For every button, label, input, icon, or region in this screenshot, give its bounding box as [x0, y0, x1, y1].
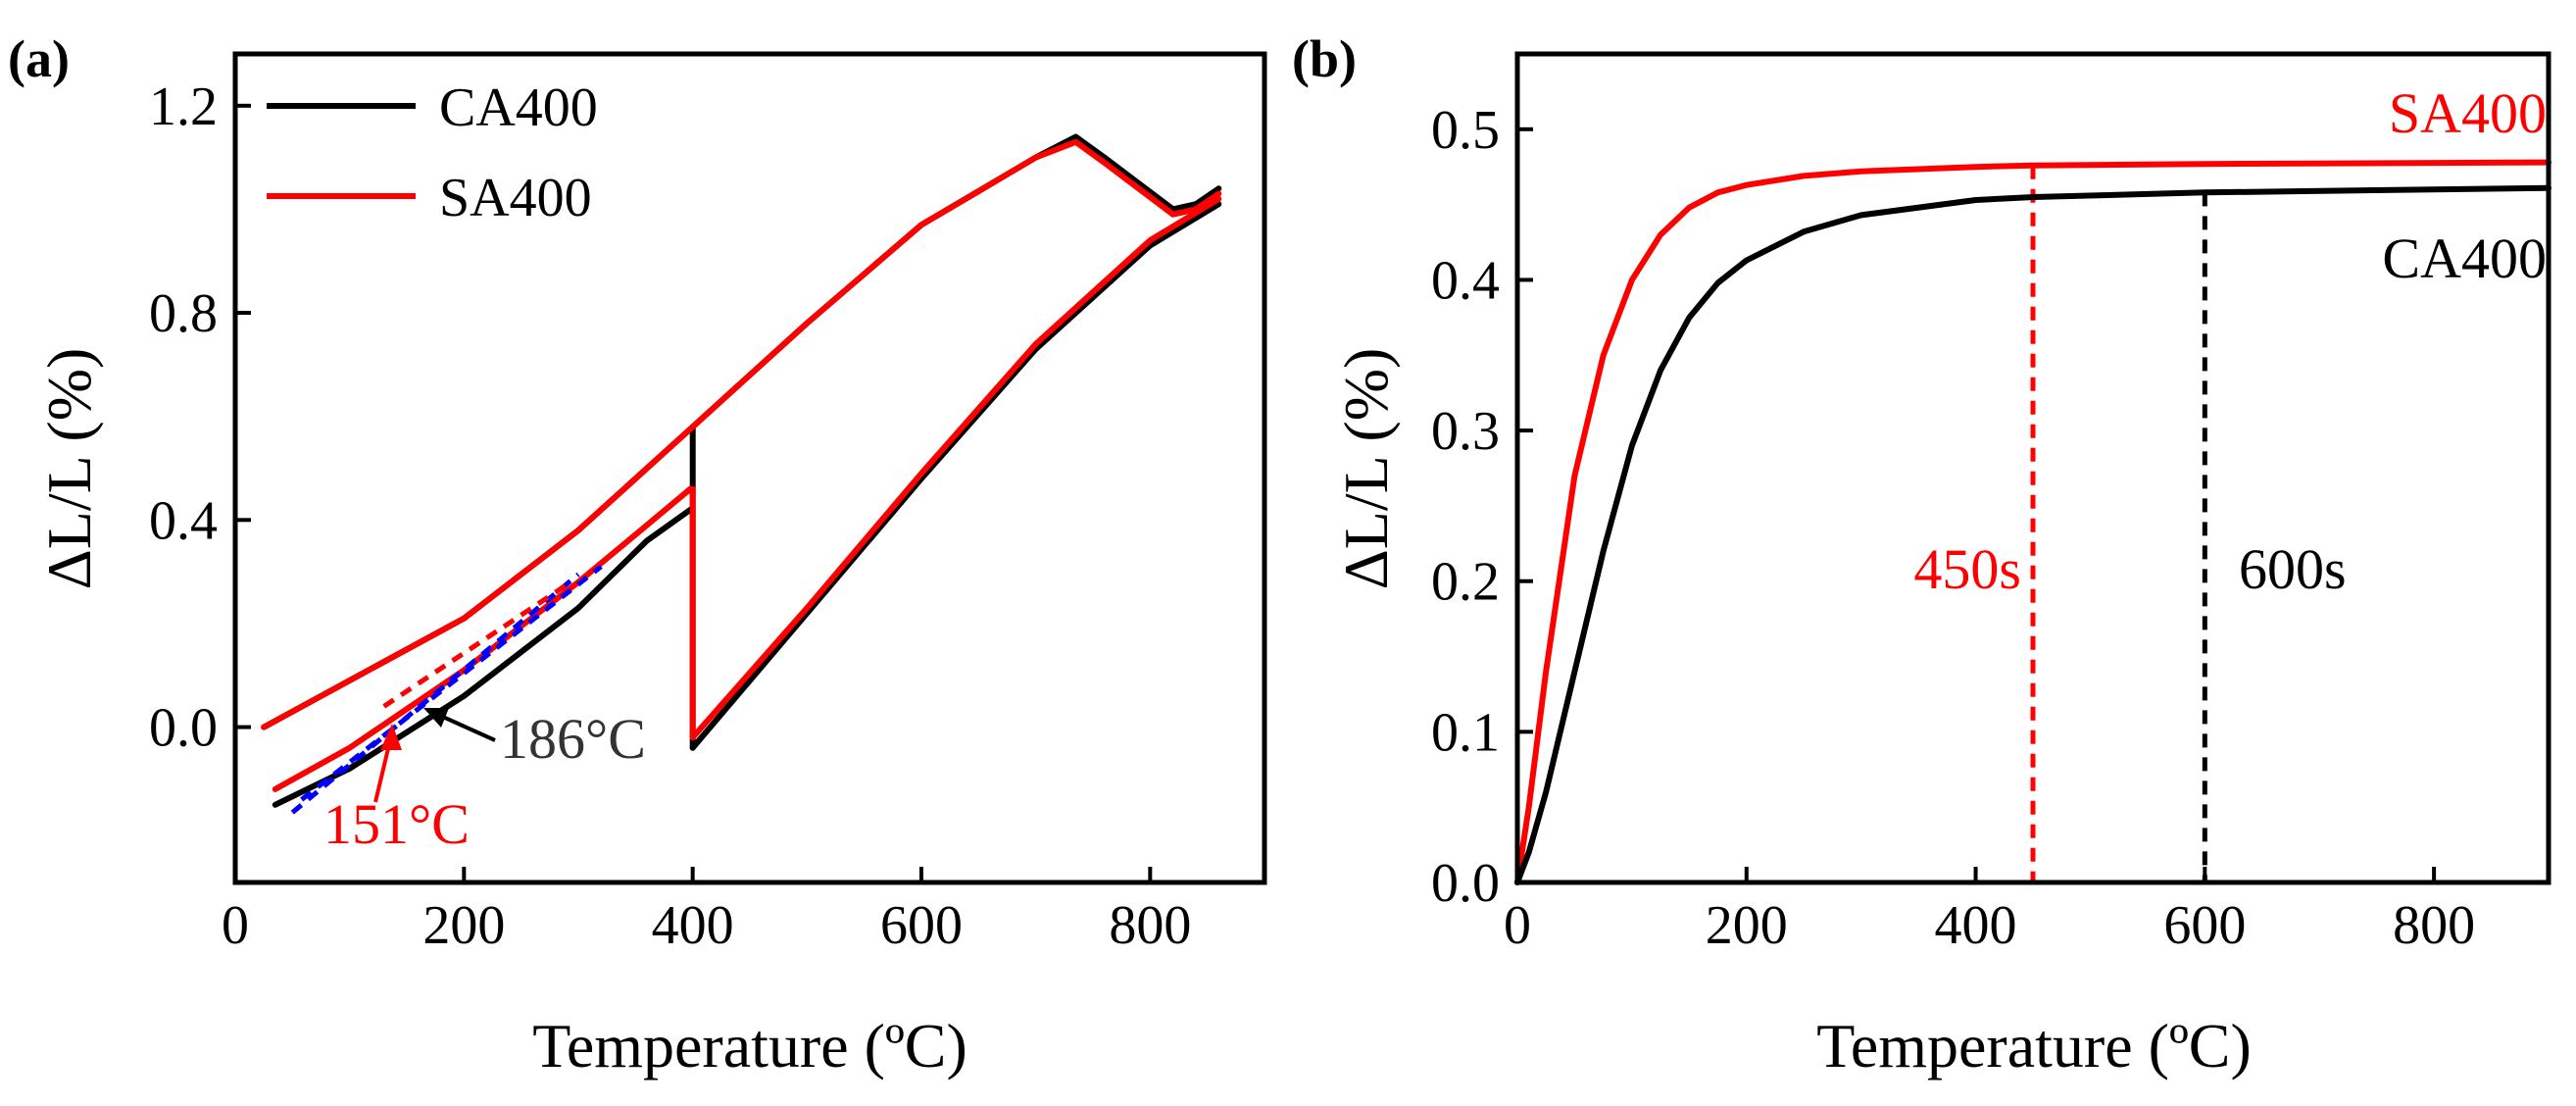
panel-b-frame	[1514, 51, 2551, 885]
panel-a-x-axis-title: Temperature (ºC)	[532, 1011, 967, 1081]
panel-b-plot-area	[1514, 159, 2551, 885]
panel-a-tick-labels: 0 200 400 600 800 0.0 0.4 0.8 1.2	[149, 76, 1191, 956]
x-tick-label: 200	[422, 895, 505, 956]
series-guide-2-line-1	[300, 564, 603, 802]
annotation-186-arrowhead	[423, 708, 449, 728]
y-tick-label: 0.0	[149, 698, 218, 759]
series-sa400-line-0	[261, 138, 1222, 730]
annotation-151-arrow-line	[373, 739, 392, 803]
legend-ca400-label: CA400	[439, 77, 598, 138]
series-sa400-line-2	[689, 195, 1222, 741]
panel-b-reference-lines	[2030, 165, 2207, 882]
annotation-186-label: 186°C	[500, 707, 646, 771]
x-tick-label: 800	[1109, 895, 1191, 956]
series-sa400-line-3	[272, 485, 694, 792]
x-tick-label: 800	[2393, 895, 2475, 956]
panel-a-y-axis-title: ΔL/L (%)	[34, 348, 104, 590]
x-tick-label: 0	[222, 895, 249, 956]
y-tick-label: 1.2	[149, 76, 218, 137]
panel-b-450s-label: 450s	[1913, 537, 2021, 601]
panel-a-label: (a)	[8, 29, 70, 88]
annotation-151-arrowhead	[380, 724, 402, 750]
panel-a-ticks	[233, 103, 1153, 882]
panel-a-legend: CA400 SA400	[267, 77, 598, 228]
y-tick-label: 0.2	[1431, 552, 1500, 613]
y-tick-label: 0.4	[1431, 250, 1500, 311]
y-tick-label: 0.8	[149, 283, 218, 344]
x-tick-label: 600	[2163, 895, 2246, 956]
panel-b-y-axis-title: ΔL/L (%)	[1331, 348, 1401, 590]
x-tick-label: 400	[652, 895, 734, 956]
x-tick-label: 0	[1504, 895, 1531, 956]
panel-a-annotations: 186°C 151°C	[323, 707, 646, 856]
panel-a-frame	[232, 51, 1267, 885]
y-tick-label: 0.1	[1431, 702, 1500, 763]
panel-b-600s-label: 600s	[2239, 537, 2347, 601]
annotation-186-arrow-line	[435, 712, 496, 742]
series-ca400-line-0	[1514, 184, 2551, 885]
panel-b-tick-labels: 0 200 400 600 800 0.0 0.1 0.2 0.3 0.4 0.5	[1431, 100, 2475, 956]
panel-a: (a) 0 200 400 600 800 0.0 0.4 0.8 1.2 CA400 SA40…	[8, 29, 1267, 1081]
series-ca400-line-2	[689, 201, 1222, 751]
series-sa400-line-0	[1514, 159, 2551, 885]
y-tick-label: 0.0	[1431, 853, 1500, 914]
x-tick-label: 600	[880, 895, 963, 956]
panel-b-x-axis-title: Temperature (ºC)	[1816, 1011, 2252, 1081]
panel-b: (b) 0 200 400 600 800 0.0 0.1 0.2 0.3 0.4 0.5 SA40…	[1292, 29, 2551, 1081]
panel-b-ca400-curve-label: CA400	[2382, 226, 2547, 290]
panel-b-sa400-curve-label: SA400	[2389, 81, 2547, 145]
panel-a-plot-area	[261, 133, 1222, 815]
x-tick-label: 200	[1706, 895, 1788, 956]
series-guide-3-line-0	[382, 582, 569, 709]
legend-sa400-label: SA400	[439, 168, 592, 228]
x-tick-label: 400	[1935, 895, 2017, 956]
annotation-151-label: 151°C	[323, 792, 470, 856]
panel-b-label: (b)	[1292, 29, 1357, 88]
y-tick-label: 0.4	[149, 490, 218, 551]
y-tick-label: 0.3	[1431, 401, 1500, 462]
y-tick-label: 0.5	[1431, 100, 1500, 161]
